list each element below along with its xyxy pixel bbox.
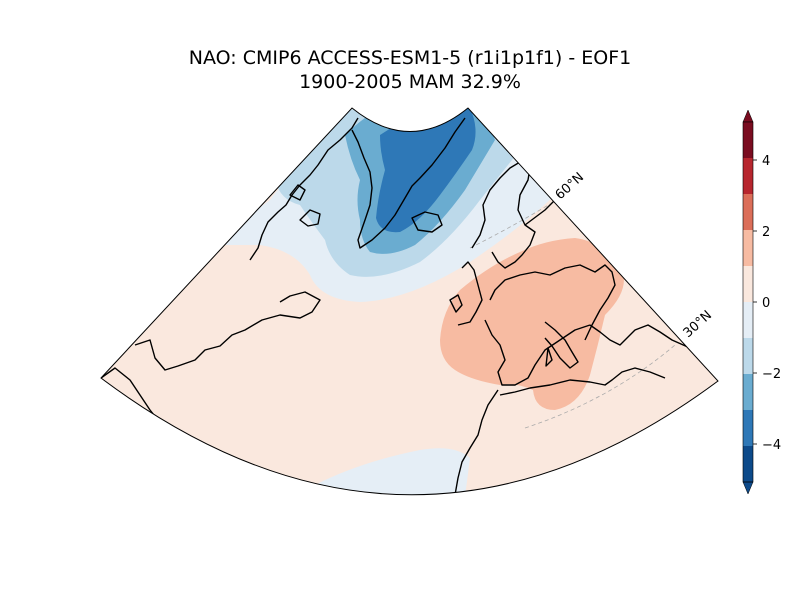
colorbar-bin-4 — [743, 230, 753, 266]
colorbar-bin-3 — [743, 194, 753, 230]
coast-greenland — [351, 117, 466, 249]
map-title-line-1: NAO: CMIP6 ACCESS-ESM1-5 (r1i1p1f1) - EO… — [188, 47, 632, 69]
coast-europe-north — [489, 264, 616, 341]
colorbar-bin-2 — [743, 158, 753, 194]
coast-baffin — [249, 117, 359, 261]
colorbar-label-minus-2: −2 — [762, 367, 781, 382]
coast-scandinavia — [471, 161, 536, 269]
coast-iceland — [411, 211, 443, 233]
map-title-line-2: 1900-2005 MAM 32.9% — [299, 71, 521, 93]
coast-ireland — [449, 294, 463, 313]
colorbar-label-4: 4 — [762, 154, 770, 169]
colorbar-bin-10 — [743, 446, 753, 482]
field-pale-blue-south — [300, 448, 470, 495]
colorbar: 4 2 0 −2 −4 — [742, 109, 781, 495]
map-boundary — [100, 107, 719, 496]
colorbar-bottom-arrow — [742, 481, 754, 495]
colorbar-bin-7 — [743, 338, 753, 374]
anomaly-field — [101, 108, 718, 495]
colorbar-label-2: 2 — [762, 225, 770, 240]
coast-sardinia — [545, 347, 553, 367]
colorbar-top-arrow — [742, 109, 754, 123]
coast-canada-east — [134, 291, 321, 371]
coast-italy — [544, 321, 579, 369]
coast-finland — [524, 199, 556, 226]
colorbar-bin-1 — [743, 122, 753, 158]
gridline-label-30n: 30°N — [681, 308, 715, 341]
coast-great-britain — [457, 261, 483, 326]
coast-west-africa — [454, 389, 499, 495]
coast-north-africa — [499, 367, 666, 396]
gridline-30n — [524, 344, 676, 429]
gridline-label-60n: 60°N — [553, 170, 587, 203]
colorbar-bin-9 — [743, 410, 753, 446]
colorbar-bin-5 — [743, 266, 753, 302]
coast-island-1 — [299, 209, 321, 227]
colorbar-label-minus-4: −4 — [762, 438, 781, 453]
colorbar-label-0: 0 — [762, 296, 770, 311]
gridline-60n — [469, 203, 551, 249]
coastlines — [101, 117, 718, 495]
colorbar-bin-6 — [743, 302, 753, 338]
field-light-red-europe — [440, 238, 624, 410]
coast-island-2 — [289, 184, 306, 201]
colorbar-bin-8 — [743, 374, 753, 410]
coast-iberia-france — [484, 319, 591, 386]
